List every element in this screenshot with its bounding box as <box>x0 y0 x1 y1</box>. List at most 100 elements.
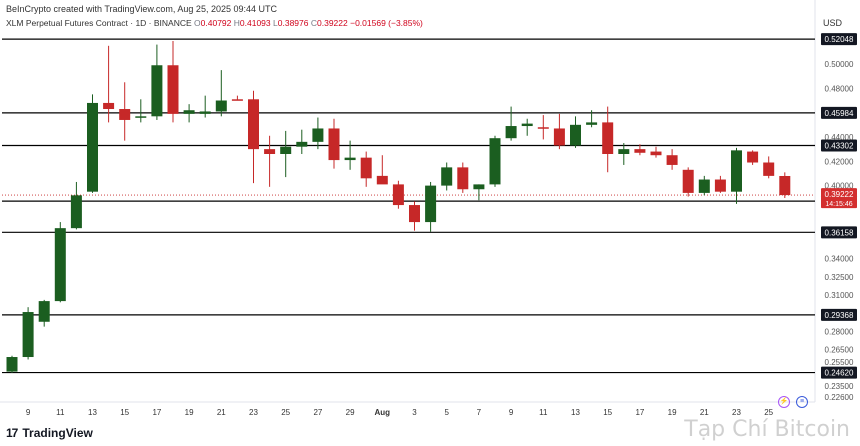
candle-body <box>38 301 50 322</box>
tradingview-mark-icon: 17 <box>6 426 18 440</box>
low-value: 0.38976 <box>277 18 309 28</box>
candle-body <box>103 102 115 110</box>
candle-body <box>553 128 565 146</box>
creator-credit: BeInCrypto created with TradingView.com,… <box>6 4 277 14</box>
low-label: L <box>273 18 278 28</box>
y-tick-label: 0.26500 <box>825 346 854 355</box>
x-tick-label: 7 <box>477 408 482 417</box>
candle-body <box>618 149 630 154</box>
y-tick-label: 0.25500 <box>825 358 854 367</box>
x-tick-label: 27 <box>313 408 322 417</box>
candle-body <box>22 312 34 358</box>
close-value: 0.39222 <box>317 18 348 28</box>
candle-body <box>87 102 98 192</box>
x-tick-label: 9 <box>26 408 31 417</box>
y-tick-label: 0.40000 <box>825 182 854 191</box>
x-tick-label: 9 <box>509 408 514 417</box>
candle-body <box>409 205 420 223</box>
candle-body <box>119 109 131 120</box>
candle-body <box>392 184 404 206</box>
candle-body <box>505 126 517 139</box>
level-price-label: 0.52048 <box>825 35 854 44</box>
high-label: H <box>233 18 240 28</box>
x-tick-label: 29 <box>346 408 355 417</box>
y-tick-label: 0.23500 <box>825 382 854 391</box>
x-tick-label: 11 <box>56 408 65 417</box>
x-tick-label: 17 <box>635 408 644 417</box>
candle-body <box>344 157 356 161</box>
candle-body <box>425 185 437 223</box>
x-tick-label: 17 <box>152 408 161 417</box>
candle-body <box>231 99 243 101</box>
level-price-box <box>821 33 857 46</box>
candle-body <box>441 167 453 186</box>
candle-body <box>360 157 372 179</box>
current-price-badge <box>821 188 857 209</box>
candle-body <box>167 65 179 114</box>
candle-body <box>280 146 292 154</box>
level-price-box <box>821 139 857 152</box>
candle-body <box>376 175 388 185</box>
candle-body <box>763 162 775 176</box>
level-price-label: 0.43302 <box>825 141 854 150</box>
x-tick-label: 15 <box>603 408 612 417</box>
symbol-info-bar: XLM Perpetual Futures Contract · 1D · BI… <box>6 18 423 28</box>
countdown-label: 14:15:46 <box>825 201 852 208</box>
x-tick-label: 15 <box>120 408 129 417</box>
x-tick-label: 3 <box>412 408 417 417</box>
tradingview-logo[interactable]: 17 TradingView <box>6 426 93 440</box>
candle-body <box>6 357 18 372</box>
x-tick-label: 23 <box>249 408 258 417</box>
candle-body <box>537 127 549 129</box>
x-tick-label: 11 <box>539 408 548 417</box>
level-price-box <box>821 106 857 119</box>
x-tick-label: 19 <box>668 408 677 417</box>
level-price-box <box>821 308 857 321</box>
change-value: −0.01569 (−3.85%) <box>350 18 423 28</box>
candle-body <box>183 110 195 114</box>
x-tick-label: 19 <box>185 408 194 417</box>
x-tick-label: 25 <box>281 408 290 417</box>
candle-body <box>70 195 82 229</box>
candle-body <box>666 155 678 165</box>
y-tick-label: 0.50000 <box>825 60 854 69</box>
x-tick-label: Aug <box>375 408 391 417</box>
candle-body <box>135 116 147 118</box>
flag-icon[interactable]: ≡ <box>796 396 808 408</box>
lightning-icon[interactable]: ⚡ <box>778 396 790 408</box>
candle-body <box>199 111 211 114</box>
candle-body <box>473 184 485 190</box>
level-price-label: 0.45984 <box>825 109 854 118</box>
candle-body <box>296 141 308 147</box>
y-tick-label: 0.44000 <box>825 133 854 142</box>
candle-body <box>698 179 710 193</box>
candle-body <box>779 176 791 196</box>
candle-body <box>489 138 501 185</box>
open-label: O <box>194 18 201 28</box>
candle-body <box>54 228 66 302</box>
x-tick-label: 13 <box>88 408 97 417</box>
y-tick-label: 0.48000 <box>825 84 854 93</box>
candle-body <box>714 179 726 192</box>
candle-body <box>650 151 662 156</box>
level-price-box <box>821 366 857 379</box>
x-tick-label: 21 <box>700 408 709 417</box>
open-value: 0.40792 <box>200 18 232 28</box>
x-tick-label: 25 <box>764 408 773 417</box>
symbol-name: XLM Perpetual Futures Contract · 1D · BI… <box>6 18 192 28</box>
y-tick-label: 0.42000 <box>825 157 854 166</box>
watermark: Tạp Chí Bitcoin <box>684 417 850 442</box>
candle-body <box>731 150 742 192</box>
candle-body <box>457 167 469 190</box>
y-tick-label: 0.32500 <box>825 273 854 282</box>
level-price-box <box>821 226 857 239</box>
candle-body <box>248 99 259 150</box>
level-price-label: 0.24620 <box>825 369 854 378</box>
candle-body <box>682 169 694 193</box>
high-value: 0.41093 <box>239 18 271 28</box>
y-tick-label: 0.31000 <box>825 291 854 300</box>
x-tick-label: 23 <box>732 408 741 417</box>
currency-label: USD <box>822 18 842 28</box>
tradingview-brand: TradingView <box>22 426 93 440</box>
